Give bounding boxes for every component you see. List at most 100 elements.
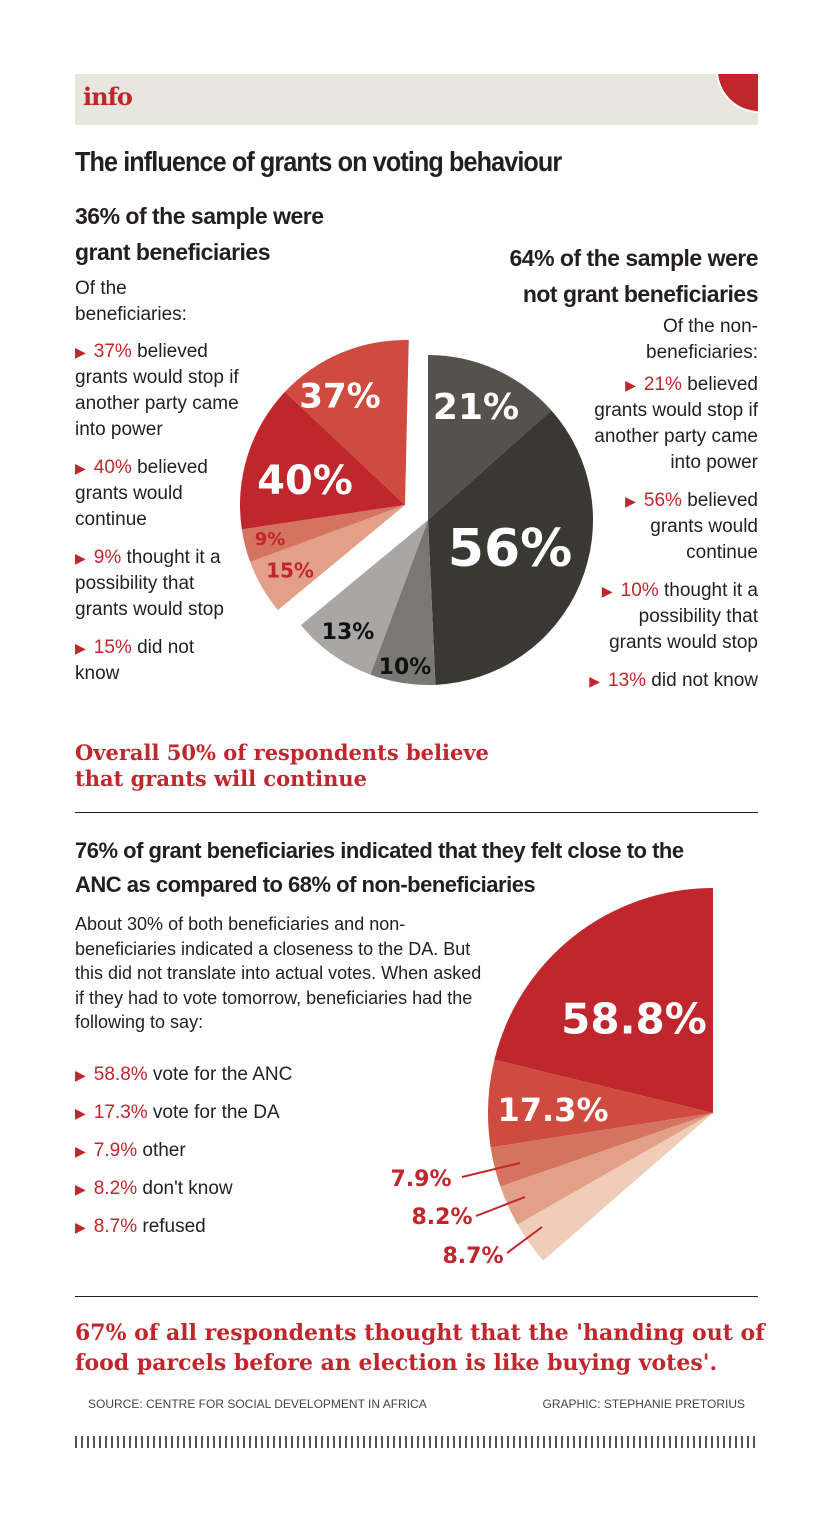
item-pct: 9% (93, 547, 122, 568)
list-item: ▶ 7.9% other (75, 1138, 375, 1164)
item-pct: 13% (608, 670, 647, 691)
pie-chart-grants: 21% 56% 10%13% 37% 40% 9% 15% (240, 340, 593, 685)
section2-heading: 76% of grant beneficiaries indicated tha… (75, 838, 684, 897)
slice-label: 58.8% (561, 995, 707, 1044)
slice (285, 340, 409, 505)
item-text: other (137, 1140, 186, 1161)
right-heading-1: 64% of the sample were (509, 245, 759, 271)
page-title: The influence of grants on voting behavi… (75, 146, 562, 177)
slice (300, 520, 428, 675)
arrow-icon: ▶ (75, 1067, 86, 1083)
list-item: ▶ 10% thought it a possibility that grant… (583, 578, 758, 656)
leader-line (506, 1226, 543, 1254)
arrow-icon: ▶ (625, 377, 636, 393)
arrow-icon: ▶ (601, 583, 613, 599)
list-item: ▶ 21% believed grants would stop if anoth… (583, 372, 758, 476)
slice-label: 8.7% (442, 1244, 503, 1269)
arrow-icon: ▶ (75, 1105, 86, 1121)
item-pct: 56% (643, 490, 682, 511)
item-text: thought it a possibility that grants wou… (609, 580, 758, 653)
slice-label: 9% (255, 529, 286, 550)
slice-label: 8.2% (411, 1205, 472, 1230)
list-item: ▶ 13% did not know (583, 668, 758, 694)
list-item: ▶ 40% believed grants would continue (75, 455, 240, 533)
item-pct: 17.3% (93, 1102, 148, 1123)
arrow-icon: ▶ (625, 493, 636, 509)
item-pct: 8.2% (93, 1178, 138, 1199)
list-item: ▶ 17.3% vote for the DA (75, 1100, 375, 1126)
arrow-icon: ▶ (75, 1181, 86, 1197)
arrow-icon: ▶ (589, 673, 600, 689)
leader-line (461, 1162, 521, 1178)
item-pct: 8.7% (93, 1216, 138, 1237)
slice-label: 40% (257, 458, 353, 504)
item-text: vote for the DA (147, 1102, 280, 1123)
arrow-icon: ▶ (75, 550, 86, 566)
slice-label: 7.9% (390, 1167, 451, 1192)
arrow-icon: ▶ (75, 640, 86, 656)
left-intro: Of the beneficiaries: (75, 278, 187, 325)
pie-chart-votes: 58.8% 17.3% 7.9% 8.2% 8.7% (390, 888, 713, 1269)
arrow-icon: ▶ (75, 344, 86, 360)
slice (241, 505, 405, 562)
slice (240, 391, 405, 530)
item-text: believed grants would continue (75, 457, 208, 530)
right-heading: 64% of the sample were not grant benefici… (510, 240, 759, 312)
arrow-icon: ▶ (75, 1219, 86, 1235)
item-pct: 10% (620, 580, 659, 601)
slice (488, 1059, 713, 1148)
list-item: ▶ 8.2% don't know (75, 1176, 375, 1202)
left-heading-2: grant beneficiaries (75, 239, 271, 265)
divider (75, 812, 758, 813)
right-intro: Of the non-beneficiaries: (646, 316, 758, 363)
item-text: vote for the ANC (147, 1064, 293, 1085)
slice-label: 21% (433, 387, 519, 428)
item-text: believed grants would stop if another pa… (75, 341, 239, 440)
slice (250, 505, 405, 611)
info-logo: info (83, 82, 133, 111)
credit: GRAPHIC: STEPHANIE PRETORIUS (542, 1397, 745, 1411)
slice-label: 15% (266, 559, 314, 583)
slice (428, 355, 552, 520)
slice-label: 56% (448, 519, 572, 579)
list-item: ▶ 9% thought it a possibility that grants… (75, 545, 240, 623)
left-list: ▶ 37% believed grants would stop if anoth… (75, 339, 240, 699)
left-heading-1: 36% of the sample were (75, 203, 324, 229)
arrow-icon: ▶ (75, 460, 86, 476)
item-pct: 15% (93, 637, 132, 658)
item-pct: 21% (643, 374, 682, 395)
left-heading: 36% of the sample were grant beneficiarie… (75, 198, 324, 270)
list-item: ▶ 58.8% vote for the ANC (75, 1062, 375, 1088)
item-pct: 37% (93, 341, 132, 362)
slice-label: 17.3% (497, 1091, 608, 1129)
conclusion: 67% of all respondents thought that the … (75, 1320, 765, 1376)
slice-label: 13% (322, 620, 375, 645)
slice (370, 520, 436, 685)
item-text: did not know (646, 670, 758, 691)
item-text: believed grants would stop if another pa… (594, 374, 758, 473)
vote-list: ▶ 58.8% vote for the ANC ▶ 17.3% vote for t… (75, 1062, 375, 1252)
slice (490, 1113, 713, 1187)
arrow-icon: ▶ (75, 1143, 86, 1159)
list-item: ▶ 15% did not know (75, 635, 240, 687)
decorative-ticks (75, 1436, 758, 1448)
list-item: ▶ 37% believed grants would stop if anoth… (75, 339, 240, 443)
info-banner: info (75, 74, 758, 125)
source: SOURCE: CENTRE FOR SOCIAL DEVELOPMENT IN… (88, 1397, 427, 1411)
slice (428, 410, 593, 685)
list-item: ▶ 8.7% refused (75, 1214, 375, 1240)
slice (500, 1113, 713, 1225)
item-text: don't know (137, 1178, 233, 1199)
item-text: thought it a possibility that grants wou… (75, 547, 224, 620)
item-text: refused (137, 1216, 206, 1237)
right-list: ▶ 21% believed grants would stop if anoth… (583, 372, 758, 706)
slice (494, 888, 713, 1113)
slice-label: 10% (379, 655, 432, 680)
item-pct: 40% (93, 457, 132, 478)
overall-statement: Overall 50% of respondents believe that … (75, 740, 489, 791)
slice-label: 37% (299, 377, 380, 417)
right-heading-2: not grant beneficiaries (522, 281, 759, 307)
slice (517, 1113, 713, 1261)
item-pct: 7.9% (93, 1140, 138, 1161)
